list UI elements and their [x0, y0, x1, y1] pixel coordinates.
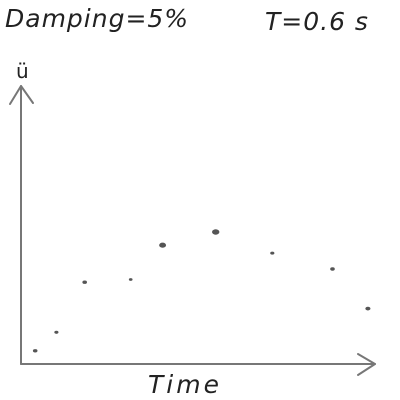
data-point-8 — [330, 267, 335, 271]
data-point-4 — [128, 278, 133, 281]
data-point-2 — [54, 330, 59, 334]
data-point-6 — [212, 229, 220, 235]
data-point-9 — [365, 306, 371, 311]
x-axis — [20, 353, 376, 376]
data-point-1 — [32, 349, 38, 353]
data-point-7 — [270, 251, 275, 255]
chart-title-damping: Damping=5% — [5, 4, 189, 33]
x-axis-label: Time — [148, 370, 222, 399]
data-point-5 — [159, 242, 167, 248]
y-axis-arrowhead — [9, 85, 34, 105]
y-axis — [9, 85, 34, 365]
x-axis-arrowhead — [357, 353, 376, 376]
data-point-3 — [82, 280, 87, 284]
chart-title-period: T=0.6 s — [265, 7, 369, 36]
data-points — [32, 229, 371, 353]
y-axis-label: ü — [16, 59, 29, 83]
